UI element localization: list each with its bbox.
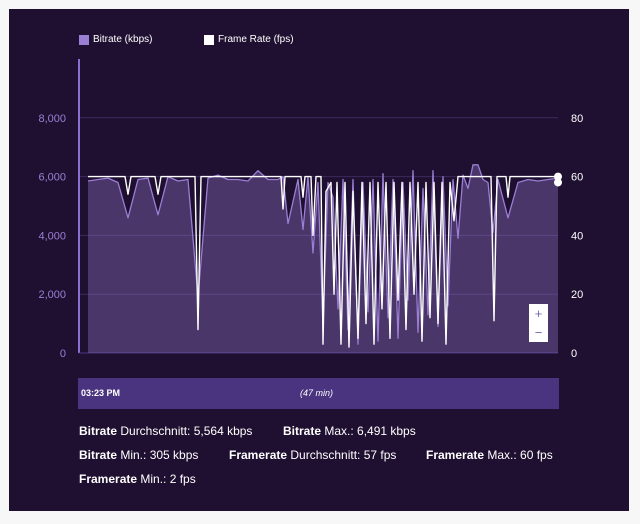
right-tick-label: 80 [571,113,583,125]
legend-item-bitrate[interactable]: Bitrate (kbps) [79,34,152,45]
stat-label: Framerate [229,448,288,462]
timeline-duration: (47 min) [300,388,334,398]
legend-item-framerate[interactable]: Frame Rate (fps) [204,34,294,45]
left-tick-label: 4,000 [38,230,66,242]
right-tick-label: 20 [571,289,583,301]
stat-label: Framerate [426,448,485,462]
stat-label: Bitrate [79,448,118,462]
stat-value: Durchschnitt: 5,564 kbps [117,424,253,438]
bitrate-series-line [87,164,559,345]
stat-value: Durchschnitt: 57 fps [287,448,397,462]
right-tick-label: 0 [571,348,577,360]
right-tick-label: 60 [571,172,583,184]
stat-bitrate-min: Bitrate Min.: 305 kbps [79,448,198,462]
right-tick-label: 40 [571,230,583,242]
stat-value: Max.: 60 fps [484,448,553,462]
timeline-start-time: 03:23 PM [81,388,121,398]
framerate-end-marker [554,178,562,187]
left-tick-label: 8,000 [38,113,66,125]
stat-label: Framerate [79,472,138,486]
framerate-series-line [88,175,559,348]
timeline-bar[interactable]: 03:23 PM (47 min) [78,378,559,409]
zoom-out-button[interactable]: − [529,323,548,342]
stat-bitrate-max: Bitrate Max.: 6,491 kbps [283,424,416,438]
framerate-end-marker [554,172,562,181]
legend-framerate-label: Frame Rate (fps) [218,34,294,45]
left-tick-label: 6,000 [38,172,66,184]
stat-value: Min.: 305 kbps [117,448,199,462]
chart-panel [9,9,629,511]
legend-bitrate-label: Bitrate (kbps) [93,34,153,45]
stat-framerate-average: Framerate Durchschnitt: 57 fps [229,448,396,462]
zoom-in-button[interactable]: + [529,304,548,323]
left-tick-label: 2,000 [38,289,66,301]
stat-bitrate-average: Bitrate Durchschnitt: 5,564 kbps [79,424,252,438]
stat-label: Bitrate [79,424,118,438]
stat-label: Bitrate [283,424,322,438]
stat-value: Max.: 6,491 kbps [321,424,416,438]
bitrate-swatch [79,34,89,45]
stat-value: Min.: 2 fps [137,472,196,486]
framerate-swatch [204,34,214,45]
left-tick-label: 0 [60,348,66,360]
stat-framerate-min: Framerate Min.: 2 fps [79,472,196,486]
stat-framerate-max: Framerate Max.: 60 fps [426,448,553,462]
